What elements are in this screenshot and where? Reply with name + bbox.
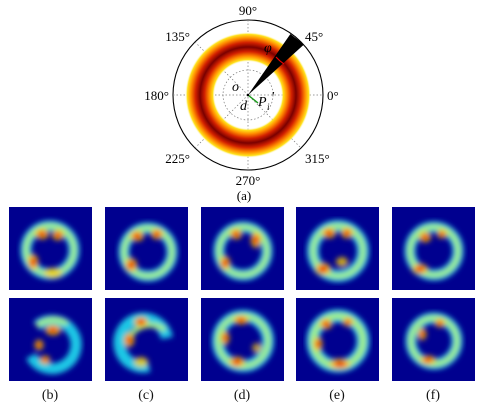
caption-a: (a): [237, 188, 251, 203]
caption-c: (c): [138, 388, 154, 403]
phi-sector: [248, 34, 304, 95]
caption-f: (f): [426, 388, 440, 403]
p-label: P: [257, 95, 267, 110]
angle-label-45: 45°: [305, 29, 323, 44]
phi-arc: [275, 56, 285, 65]
tile-f-top: [392, 207, 475, 290]
angle-label-0: 0°: [327, 88, 339, 103]
polar-diagram: 90° 45° 0° 315° 270° 225° 180° 135° φ o …: [144, 3, 339, 203]
tile-d-bottom: [201, 298, 284, 381]
angle-label-225: 225°: [165, 151, 190, 166]
caption-e: (e): [329, 388, 345, 403]
caption-b: (b): [41, 388, 59, 403]
caption-d: (d): [233, 388, 251, 403]
tile-d-top: [201, 207, 284, 290]
tile-f-bottom: [392, 298, 475, 381]
tile-e-bottom: [296, 298, 379, 381]
angle-label-135: 135°: [165, 29, 190, 44]
p-prime: ': [271, 90, 275, 105]
angle-label-270: 270°: [236, 173, 261, 188]
tile-e-top: [296, 207, 379, 290]
d-label: d: [240, 99, 248, 114]
tile-b-top: [9, 207, 92, 290]
origin-point: [246, 93, 250, 97]
tile-b-bottom: [9, 298, 92, 381]
tile-c-top: [105, 207, 188, 290]
angle-label-180: 180°: [144, 88, 169, 103]
origin-label: o: [232, 80, 239, 95]
p-subscript: i: [267, 102, 270, 112]
angle-label-90: 90°: [239, 3, 257, 18]
angle-label-315: 315°: [305, 151, 330, 166]
phi-label: φ: [264, 41, 272, 56]
tile-c-bottom: [105, 298, 188, 381]
d-segment: [247, 94, 259, 104]
